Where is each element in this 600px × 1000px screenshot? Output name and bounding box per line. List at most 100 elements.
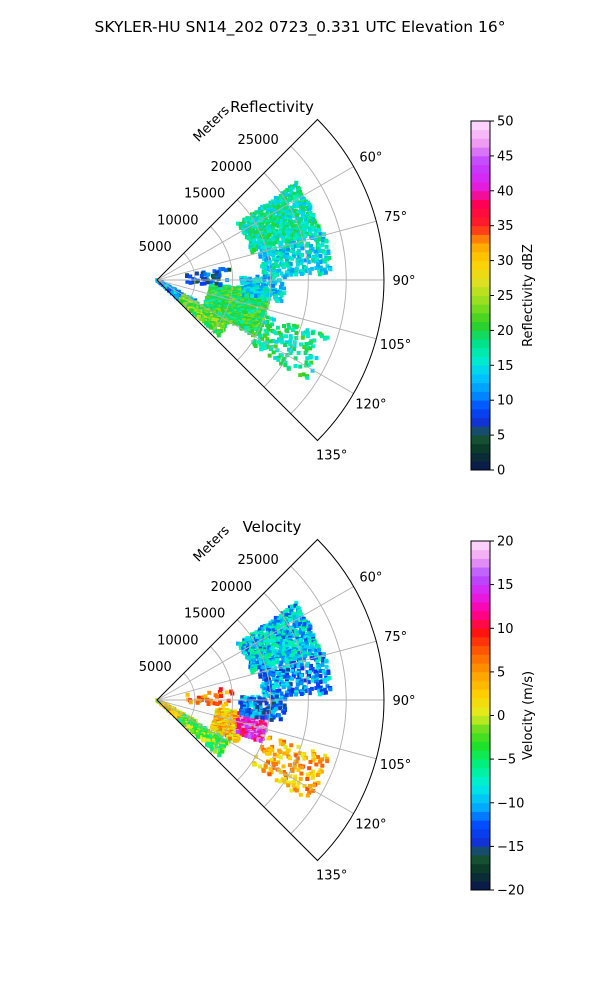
echo-gate: [266, 736, 271, 741]
echo-gate: [293, 356, 298, 361]
echo-gate: [244, 724, 249, 729]
echo-gate: [311, 633, 316, 638]
echo-gate: [313, 255, 318, 259]
echo-gate: [271, 275, 276, 280]
echo-gate: [292, 194, 297, 199]
echo-gate: [241, 640, 246, 645]
colorbar-tick-label: 10: [497, 394, 514, 409]
echo-gate: [282, 642, 287, 647]
echo-gate: [267, 205, 272, 210]
echo-gate: [274, 618, 279, 623]
echo-gate: [293, 208, 298, 213]
colorbar-segment: [471, 645, 490, 655]
echo-gate: [282, 639, 287, 643]
echo-gate: [294, 325, 299, 330]
echo-gate: [252, 223, 257, 228]
echo-gate: [288, 632, 293, 637]
echo-gate: [304, 635, 309, 640]
echo-gate: [299, 673, 304, 678]
echo-gate: [280, 778, 285, 783]
velocity-title: Velocity: [243, 518, 302, 536]
colorbar-segment: [471, 461, 490, 471]
echo-gate: [284, 650, 289, 655]
echo-gate: [233, 318, 238, 323]
colorbar-segment: [471, 129, 490, 139]
echo-gate: [283, 343, 287, 347]
colorbar-segment: [471, 365, 490, 375]
echo-gate: [216, 308, 221, 313]
echo-gate: [305, 773, 310, 778]
echo-gate: [228, 726, 233, 730]
echo-gate: [274, 694, 279, 699]
echo-gate: [265, 642, 270, 647]
echo-gate: [262, 313, 266, 318]
echo-gate: [285, 199, 290, 204]
echo-gate: [292, 780, 297, 784]
echo-gate: [257, 696, 262, 701]
echo-gate: [276, 622, 281, 627]
echo-gate: [232, 295, 237, 300]
echo-gate: [258, 327, 263, 332]
echo-gate: [247, 638, 252, 642]
echo-gate: [276, 660, 281, 665]
echo-gate: [270, 226, 275, 231]
echo-gate: [264, 720, 269, 724]
echo-gate: [265, 210, 270, 215]
echo-gate: [226, 698, 231, 703]
echo-gate: [289, 189, 294, 194]
echo-gate: [278, 750, 283, 754]
echo-gate: [277, 688, 282, 693]
colorbar-segment: [471, 400, 490, 410]
echo-gate: [275, 207, 280, 212]
echo-gate: [315, 667, 320, 672]
colorbar-segment: [471, 426, 490, 436]
echo-gate: [192, 311, 197, 316]
echo-gate: [293, 603, 298, 608]
echo-gate: [267, 252, 272, 257]
echo-gate: [284, 659, 289, 664]
echo-gate: [282, 619, 287, 623]
echo-gate: [239, 646, 244, 650]
echo-gate: [279, 353, 284, 358]
echo-gate: [252, 668, 256, 672]
echo-gate: [291, 629, 296, 634]
echo-gate: [249, 651, 254, 656]
azimuth-tick-label: 120°: [355, 398, 386, 413]
echo-gate: [263, 297, 268, 302]
echo-gate: [282, 703, 287, 708]
echo-gate: [293, 244, 298, 249]
echo-gate: [255, 660, 260, 665]
echo-gate: [286, 233, 291, 238]
echo-gate: [296, 193, 301, 198]
echo-gate: [299, 253, 304, 258]
echo-gate: [248, 236, 253, 241]
colorbar-tick-label: 20: [497, 324, 514, 339]
echo-gate: [267, 680, 272, 685]
echo-gate: [270, 235, 275, 240]
echo-gate: [324, 239, 329, 244]
echo-gate: [264, 258, 269, 263]
echo-gate: [255, 274, 260, 279]
echo-gate: [239, 711, 244, 716]
echo-gate: [261, 310, 266, 315]
colorbar-segment: [471, 182, 490, 192]
echo-gate: [258, 658, 263, 663]
colorbar-segment: [471, 356, 490, 366]
echo-gate: [258, 333, 263, 338]
echo-gate: [307, 254, 311, 258]
echo-gate: [279, 691, 284, 696]
echo-gate: [182, 302, 187, 307]
echo-gate: [281, 764, 286, 769]
echo-gate: [323, 753, 328, 758]
echo-gate: [301, 631, 306, 636]
echo-gate: [306, 268, 311, 272]
echo-gate: [305, 793, 310, 798]
echo-gate: [305, 640, 309, 645]
echo-gate: [271, 257, 276, 262]
echo-gate: [190, 728, 194, 733]
echo-gate: [221, 703, 226, 708]
echo-gate: [303, 645, 308, 650]
echo-gate: [294, 331, 299, 335]
echo-gate: [263, 229, 268, 234]
echo-gate: [263, 636, 268, 640]
